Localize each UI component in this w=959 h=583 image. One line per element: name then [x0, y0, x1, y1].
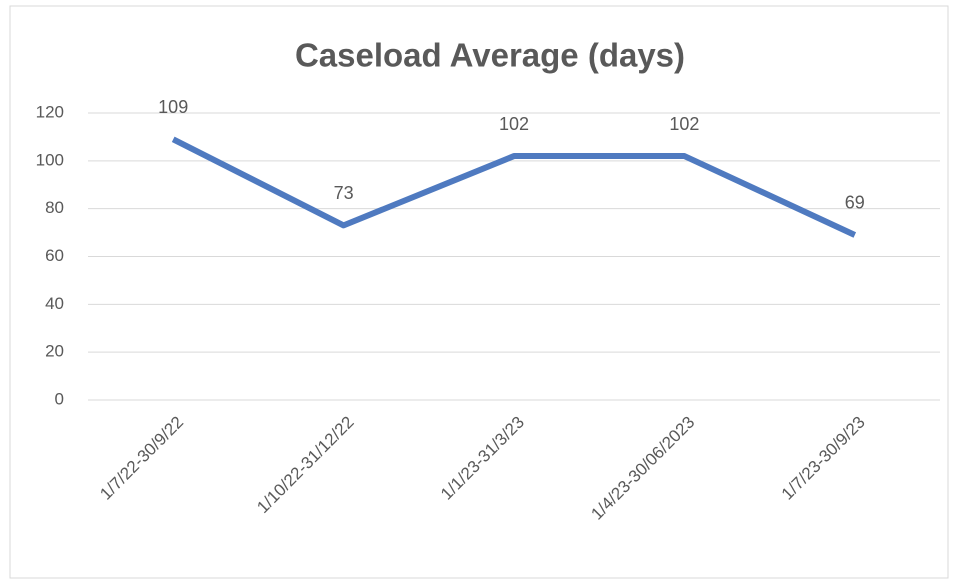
data-label: 73: [334, 183, 354, 203]
y-tick-label: 0: [55, 389, 64, 408]
y-tick-label: 40: [45, 294, 64, 313]
y-tick-label: 80: [45, 198, 64, 217]
chart-title: Caseload Average (days): [295, 37, 685, 74]
data-label: 102: [499, 114, 529, 134]
y-tick-label: 120: [36, 102, 64, 121]
y-tick-label: 60: [45, 246, 64, 265]
data-label: 102: [669, 114, 699, 134]
chart-border: [9, 5, 949, 579]
y-tick-label: 20: [45, 342, 64, 361]
data-label: 109: [158, 97, 188, 117]
data-label: 69: [845, 193, 865, 213]
y-tick-label: 100: [36, 150, 64, 169]
data-line: [171, 136, 857, 238]
